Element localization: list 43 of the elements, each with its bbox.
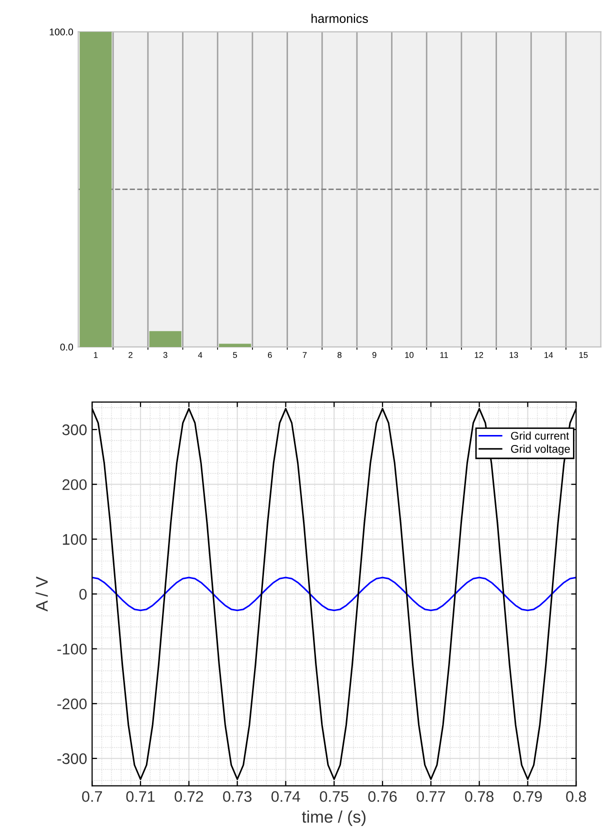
x-tick-label: 5 <box>233 352 237 358</box>
x-tick-label: 14 <box>544 352 553 358</box>
y-tick-label: 0.0 <box>60 344 74 351</box>
bar <box>218 344 252 347</box>
x-axis-title: time / (s) <box>302 810 366 826</box>
x-tick-label: 2 <box>128 352 132 358</box>
chart-title: harmonics <box>312 14 368 23</box>
legend-label: Grid current <box>511 432 570 440</box>
x-tick-label: 0.71 <box>126 791 155 802</box>
legend-label: Grid voltage <box>511 444 570 456</box>
x-tick-label: 10 <box>405 352 414 358</box>
x-tick-label: 0.76 <box>368 791 397 802</box>
x-tick-label: 6 <box>268 352 272 358</box>
x-tick-label: 4 <box>198 352 202 358</box>
x-tick-label: 0.7 <box>82 791 102 802</box>
y-tick-label: 0 <box>79 588 87 600</box>
y-tick-label: 100 <box>62 534 87 545</box>
line-series <box>92 576 576 612</box>
y-tick-label: -200 <box>57 698 87 710</box>
x-tick-label: 0.78 <box>465 791 494 802</box>
y-tick-label: 100.0 <box>50 28 74 36</box>
x-tick-label: 11 <box>440 352 448 358</box>
x-tick-label: 7 <box>302 352 307 358</box>
x-tick-label: 0.8 <box>566 791 586 802</box>
x-tick-label: 0.77 <box>416 791 446 802</box>
y-tick-label: 300 <box>62 424 87 436</box>
x-tick-label: 0.75 <box>320 791 348 802</box>
x-tick-label: 1 <box>94 352 98 358</box>
x-tick-label: 9 <box>372 352 376 358</box>
x-tick-label: 12 <box>474 352 484 358</box>
y-tick-label: 200 <box>62 479 87 490</box>
y-axis-title: A / V <box>36 576 48 612</box>
x-tick-label: 0.72 <box>174 791 204 802</box>
bar <box>149 331 182 347</box>
x-tick-label: 0.73 <box>223 791 252 802</box>
x-tick-label: 8 <box>338 352 342 358</box>
x-tick-label: 0.79 <box>513 791 542 802</box>
x-tick-label: 13 <box>510 352 518 358</box>
y-tick-label: -300 <box>57 753 87 764</box>
y-tick-label: -100 <box>57 644 87 654</box>
x-tick-label: 0.74 <box>271 791 300 802</box>
x-tick-label: 3 <box>163 352 168 358</box>
x-tick-label: 15 <box>579 352 588 358</box>
